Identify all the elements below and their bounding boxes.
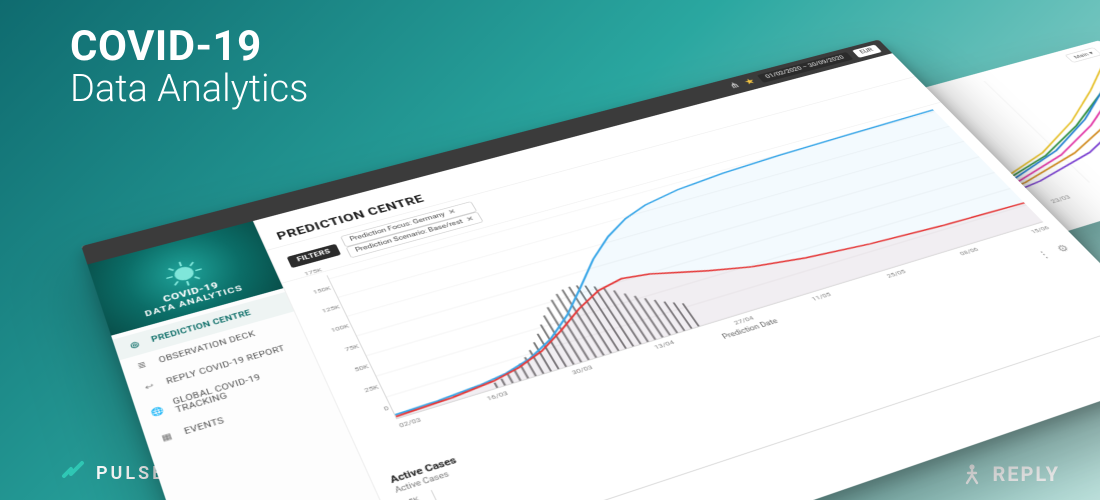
ytick: 25K	[363, 383, 380, 394]
star-icon[interactable]: ★	[742, 77, 758, 87]
reply-icon: ↩	[141, 380, 159, 394]
globe-icon: 🌐	[149, 405, 166, 419]
bars-icon: ≣	[133, 359, 150, 373]
filters-label: FILTERS	[287, 244, 342, 268]
ytick: 125K	[321, 303, 341, 314]
dashboard-window: ⋔ ★ 01/02/2020 – 30/09/2020 EUR COVID-19…	[81, 40, 1100, 500]
cal-icon: ▦	[158, 430, 176, 445]
close-icon[interactable]: ✕	[465, 216, 475, 224]
close-icon[interactable]: ✕	[447, 208, 457, 216]
ytick: 50K	[353, 362, 370, 372]
share-icon[interactable]: ⋔	[727, 81, 742, 91]
pulse-logo-icon	[60, 460, 86, 486]
more-icon[interactable]: ⋮	[1035, 249, 1054, 261]
target-icon: ◎	[126, 338, 143, 351]
gear-icon[interactable]: ⚙	[1054, 243, 1072, 255]
ytick: 100K	[330, 322, 350, 333]
sidebar-item-label: EVENTS	[183, 416, 226, 436]
ytick: 150K	[312, 285, 332, 296]
ytick: 75K	[343, 342, 359, 352]
